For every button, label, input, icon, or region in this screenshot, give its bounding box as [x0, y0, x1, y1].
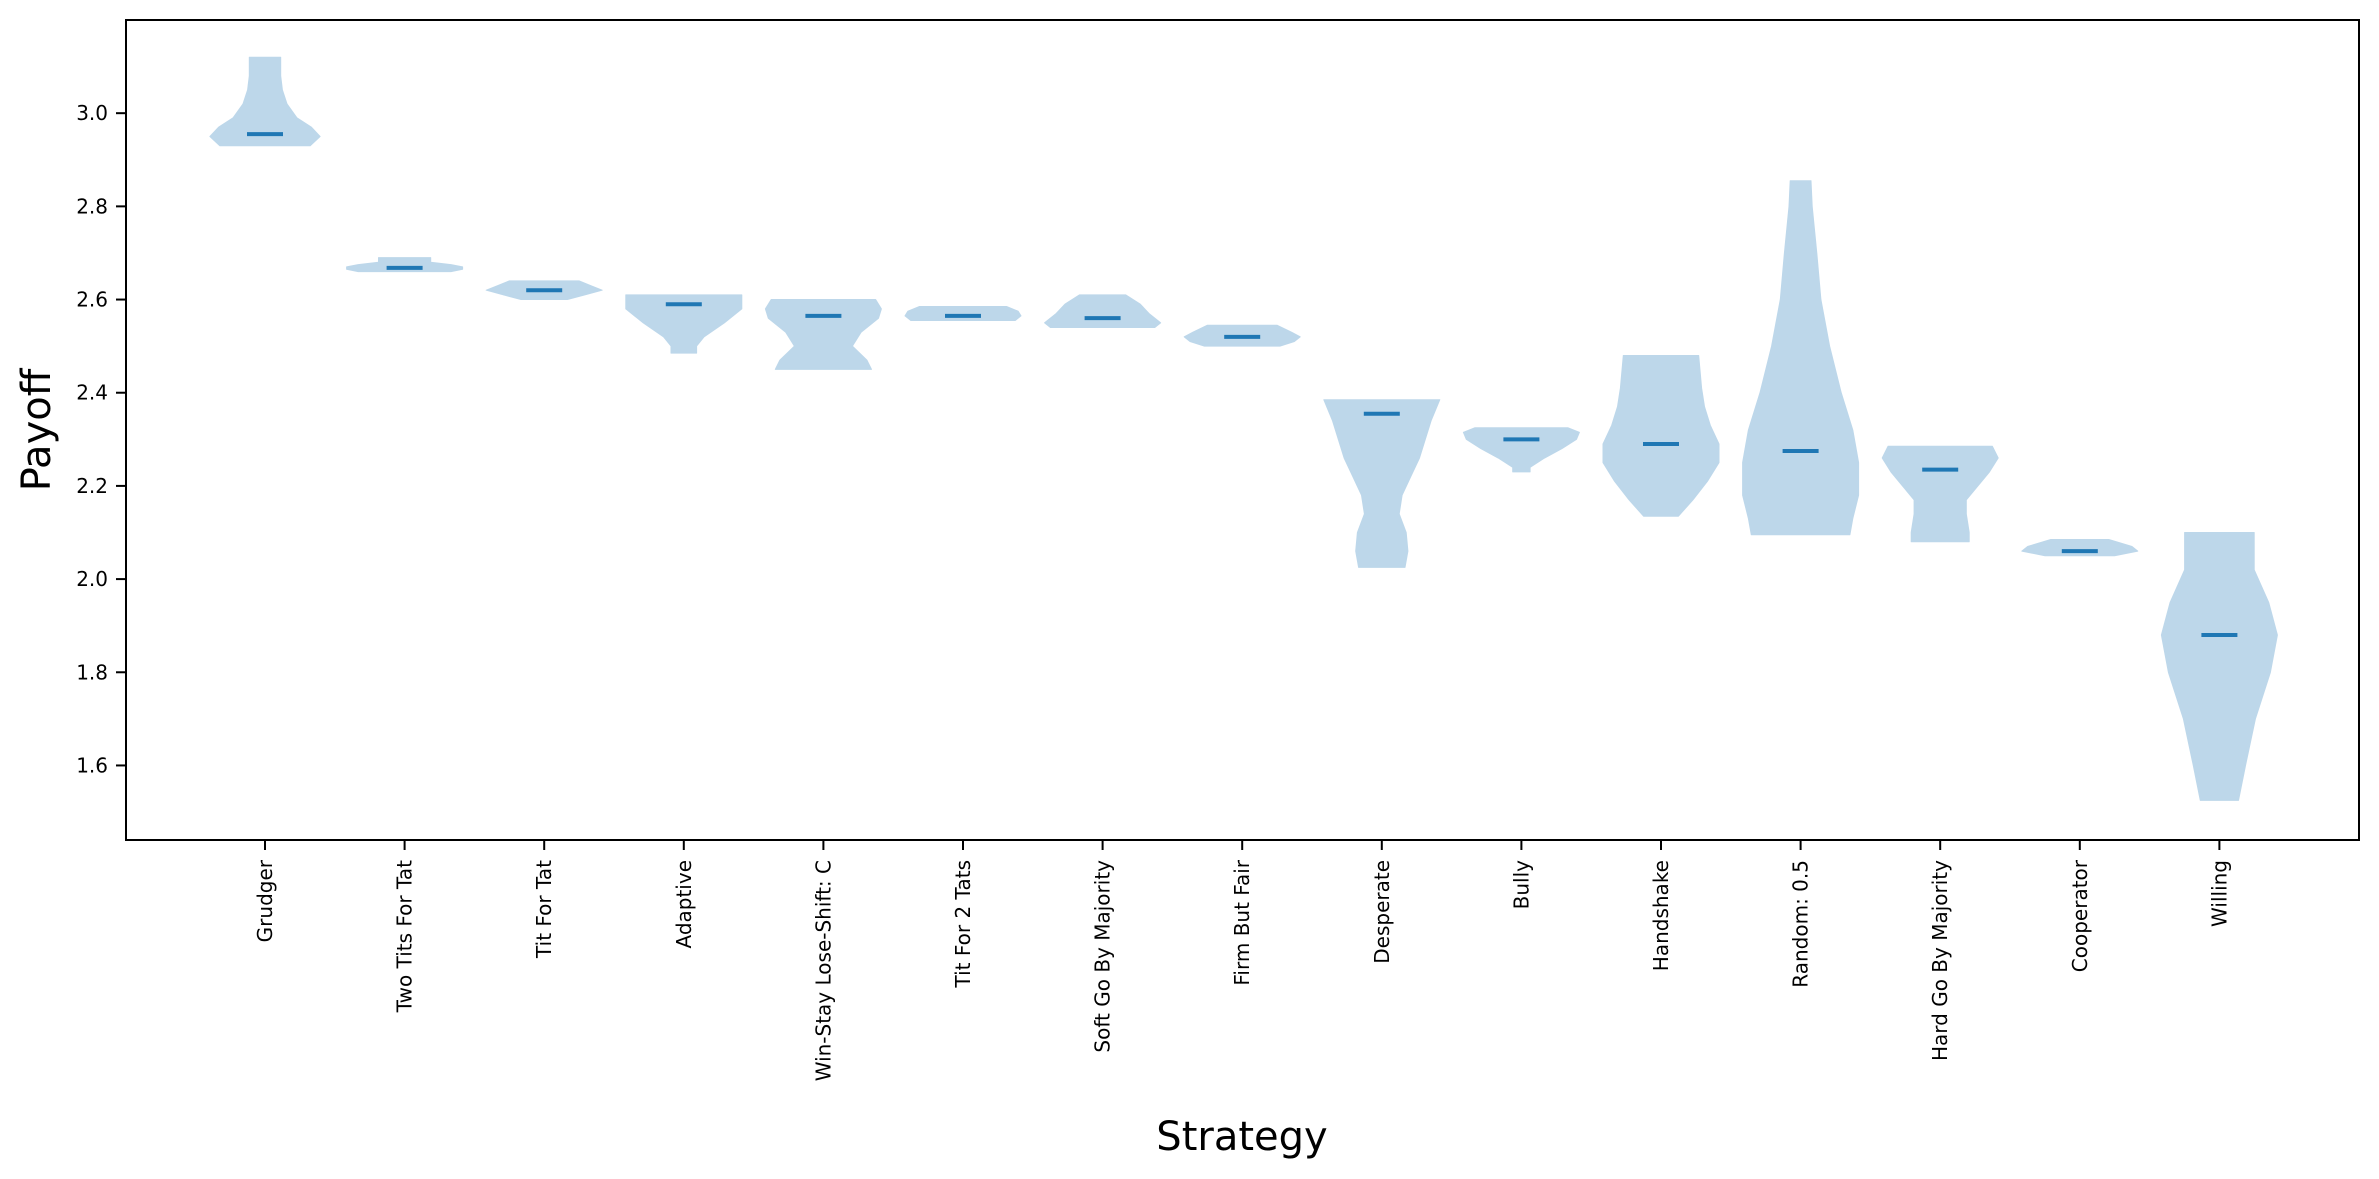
y-tick-label: 3.0 — [76, 101, 108, 125]
x-axis-title: Strategy — [1156, 1114, 1327, 1160]
x-tick-label: Grudger — [253, 859, 277, 942]
plot-frame — [125, 19, 2360, 841]
y-tick-label: 1.6 — [76, 753, 108, 777]
y-tick-label: 2.2 — [76, 474, 108, 498]
violin-body — [625, 294, 743, 354]
violin-body — [1323, 399, 1441, 568]
x-tick-label: Two Tits For Tat — [393, 860, 417, 1013]
violin-body — [764, 299, 882, 370]
violin-body — [209, 56, 321, 147]
x-tick-label: Win-Stay Lose-Shift: C — [811, 860, 835, 1081]
violin-body — [1742, 180, 1860, 536]
x-tick-label: Desperate — [1370, 860, 1394, 964]
violin-body — [904, 306, 1022, 321]
violin-body — [1044, 294, 1162, 328]
y-tick-label: 2.4 — [76, 381, 108, 405]
violin-body — [2021, 539, 2139, 557]
x-tick-label: Handshake — [1649, 860, 1673, 971]
x-tick-label: Tit For 2 Tats — [951, 860, 975, 988]
violin-body — [1462, 427, 1580, 473]
x-tick-label: Bully — [1509, 860, 1533, 910]
y-tick-label: 2.6 — [76, 288, 108, 312]
x-tick-label: Tit For Tat — [532, 860, 556, 959]
x-tick-label: Soft Go By Majority — [1091, 860, 1115, 1053]
x-tick-label: Firm But Fair — [1230, 859, 1254, 985]
x-tick-label: Willing — [2207, 860, 2231, 927]
x-tick-label: Random: 0.5 — [1789, 860, 1813, 988]
x-tick-label: Adaptive — [672, 860, 696, 949]
violin-bodies — [209, 56, 2278, 801]
y-axis-title: Payoff — [14, 367, 60, 491]
violin-body — [346, 257, 464, 273]
x-tick-label: Hard Go By Majority — [1928, 860, 1952, 1061]
violin-body — [1881, 445, 1999, 543]
y-axis-ticks: 1.6 1.8 2.0 2.2 2.4 2.6 2.8 3.0 — [76, 101, 126, 777]
y-tick-label: 2.8 — [76, 194, 108, 218]
y-tick-label: 1.8 — [76, 660, 108, 684]
x-tick-label: Cooperator — [2068, 859, 2092, 972]
violin-body — [1602, 355, 1720, 517]
x-axis-ticks: Grudger Two Tits For Tat Tit For Tat Adapti… — [253, 840, 2231, 1081]
y-tick-label: 2.0 — [76, 567, 108, 591]
median-lines — [247, 132, 2238, 637]
violin-body — [2160, 532, 2278, 801]
